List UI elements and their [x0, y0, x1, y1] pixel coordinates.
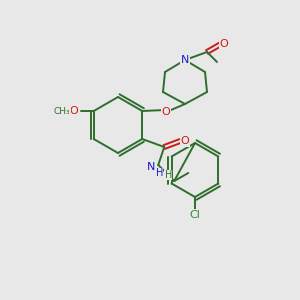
Text: O: O [69, 106, 78, 116]
Text: O: O [162, 107, 170, 117]
Text: N: N [181, 55, 189, 65]
Text: H: H [156, 168, 163, 178]
Text: N: N [147, 162, 155, 172]
Text: CH₃: CH₃ [53, 106, 70, 116]
Text: O: O [181, 136, 190, 146]
Text: Cl: Cl [190, 210, 200, 220]
Text: H: H [165, 170, 172, 180]
Text: O: O [220, 39, 228, 49]
